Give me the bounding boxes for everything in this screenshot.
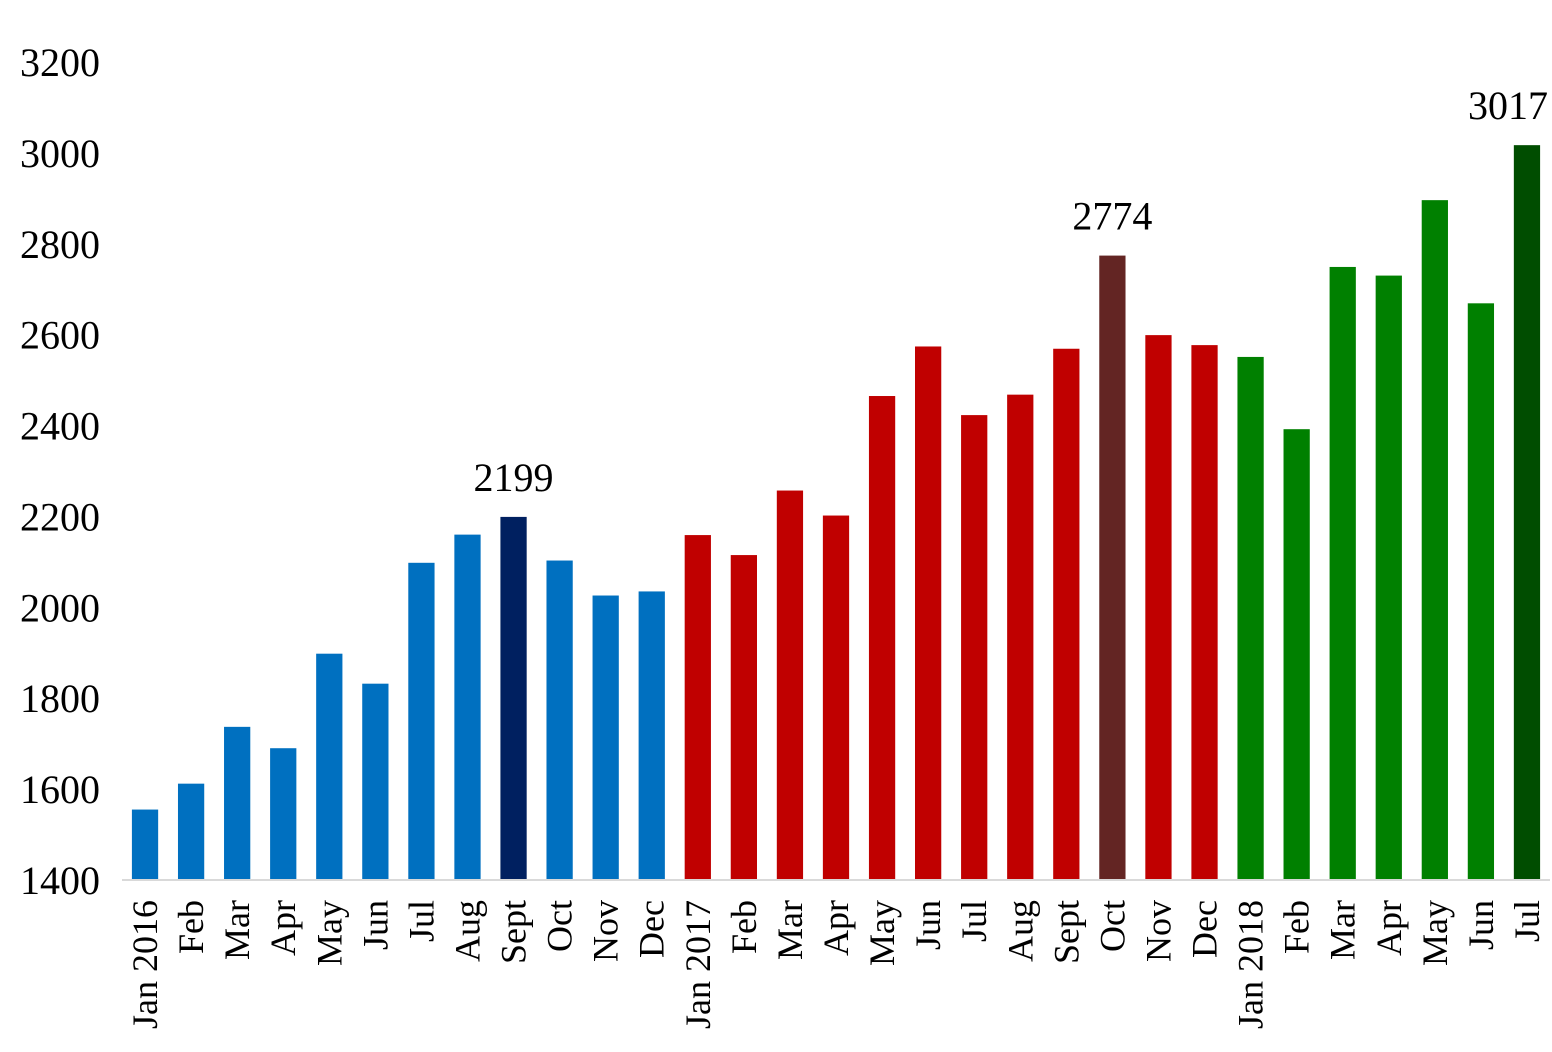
x-tick-label: Apr <box>1369 900 1409 956</box>
x-tick-label: Feb <box>171 900 211 954</box>
bar <box>1375 275 1402 881</box>
bar <box>592 595 619 880</box>
bar <box>131 809 159 880</box>
y-tick-label: 1400 <box>20 858 100 903</box>
x-tick-label: Nov <box>1138 900 1178 962</box>
y-axis-ticks: 1400 1600 1800 2000 2200 2400 2600 2800 3000 3200 <box>20 40 100 903</box>
y-tick-label: 1800 <box>20 676 100 721</box>
x-tick-label: Aug <box>447 900 487 962</box>
x-tick-label: Mar <box>770 900 810 960</box>
x-tick-label: May <box>862 900 902 966</box>
bar <box>1283 429 1310 880</box>
x-tick-label: Oct <box>540 900 580 952</box>
bar <box>684 535 711 880</box>
x-tick-label: Aug <box>1000 900 1040 962</box>
bar <box>1007 394 1034 880</box>
bar <box>177 783 205 880</box>
bar <box>868 396 896 880</box>
bar <box>500 516 527 880</box>
x-tick-label: Feb <box>724 900 764 954</box>
x-tick-label: Jan 2017 <box>678 900 718 1029</box>
bar <box>1421 200 1448 880</box>
bar <box>638 591 665 880</box>
bar <box>1145 335 1172 880</box>
x-tick-label: Sept <box>1046 900 1086 964</box>
x-tick-label: Dec <box>1185 900 1225 958</box>
bar <box>316 653 343 880</box>
bar <box>1191 345 1218 880</box>
x-tick-label: Jun <box>355 900 395 950</box>
bar <box>270 748 297 880</box>
x-tick-label: Apr <box>263 900 303 956</box>
bar <box>1237 356 1264 880</box>
y-tick-label: 2200 <box>20 494 100 539</box>
x-tick-label: Feb <box>1277 900 1317 954</box>
data-label: 2199 <box>474 455 554 500</box>
x-tick-label: Mar <box>1323 900 1363 960</box>
x-tick-label: May <box>1415 900 1455 966</box>
y-tick-label: 2800 <box>20 222 100 267</box>
y-tick-label: 2000 <box>20 585 100 630</box>
x-tick-label: Dec <box>632 900 672 958</box>
bar <box>546 560 573 880</box>
bar <box>1329 266 1356 880</box>
x-tick-label: Apr <box>816 900 856 956</box>
x-axis-ticks: Jan 2016 Feb Mar Apr May Jun Jul Aug Sept Oct Nov D… <box>125 900 1547 1029</box>
bar <box>915 346 942 881</box>
bar <box>224 726 251 880</box>
bar <box>1053 348 1080 880</box>
bar <box>776 490 804 880</box>
bar <box>362 683 389 880</box>
bar <box>454 534 481 880</box>
bar <box>822 515 850 880</box>
x-tick-label: Jul <box>954 900 994 942</box>
data-label: 3017 <box>1468 83 1548 128</box>
bar <box>408 562 435 880</box>
data-labels: 2199 2774 3017 <box>474 83 1548 500</box>
x-tick-label: Jan 2016 <box>125 900 165 1029</box>
x-tick-label: Jul <box>1507 900 1547 942</box>
x-tick-label: Jul <box>401 900 441 942</box>
bars <box>131 145 1541 881</box>
bar <box>961 415 988 880</box>
x-tick-label: Oct <box>1092 900 1132 952</box>
x-tick-label: Jun <box>1461 900 1501 950</box>
bar <box>730 555 757 880</box>
y-tick-label: 3200 <box>20 40 100 85</box>
y-tick-label: 2600 <box>20 313 100 358</box>
bar <box>1099 255 1126 881</box>
x-tick-label: Mar <box>217 900 257 960</box>
y-tick-label: 3000 <box>20 131 100 176</box>
bar <box>1467 303 1495 880</box>
x-tick-label: Jun <box>908 900 948 950</box>
x-tick-label: Jan 2018 <box>1231 900 1271 1029</box>
data-label: 2774 <box>1072 194 1152 239</box>
bar <box>1513 145 1541 880</box>
y-tick-label: 1600 <box>20 767 100 812</box>
x-tick-label: Nov <box>586 900 626 962</box>
x-tick-label: Sept <box>494 900 534 964</box>
x-tick-label: May <box>309 900 349 966</box>
y-tick-label: 2400 <box>20 404 100 449</box>
